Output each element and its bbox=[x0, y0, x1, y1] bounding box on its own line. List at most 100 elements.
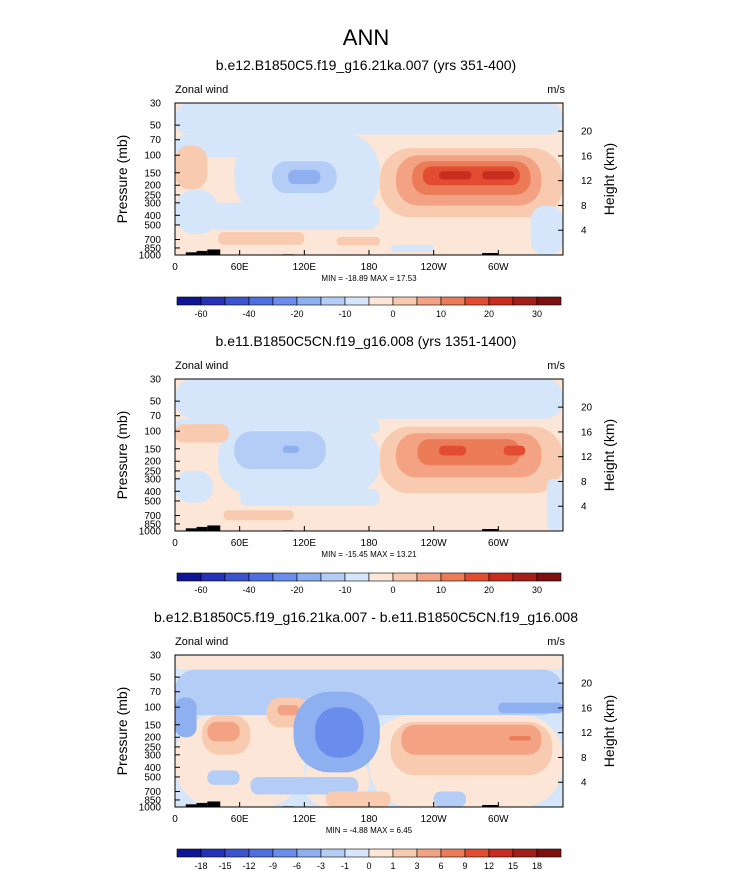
contour-region bbox=[175, 470, 213, 503]
y2-axis-label: Height (km) bbox=[601, 143, 617, 215]
height-tick-label: 4 bbox=[581, 778, 587, 789]
topography bbox=[207, 525, 221, 531]
y-axis-label: Pressure (mb) bbox=[114, 687, 130, 776]
pressure-tick-label: 100 bbox=[144, 427, 161, 438]
colorbar-box bbox=[176, 848, 202, 858]
topography bbox=[196, 802, 208, 807]
colorbar-label: 0 bbox=[390, 309, 395, 319]
pressure-tick-label: 850 bbox=[144, 243, 161, 254]
topography bbox=[185, 804, 197, 807]
colorbar-box bbox=[392, 296, 418, 306]
contour-region bbox=[422, 166, 520, 186]
pressure-tick-label: 250 bbox=[144, 742, 161, 753]
colorbar-box bbox=[488, 572, 514, 582]
colorbar-box bbox=[416, 848, 442, 858]
pressure-tick-label: 400 bbox=[144, 487, 161, 498]
colorbar-box bbox=[368, 296, 394, 306]
colorbar-label: 30 bbox=[532, 585, 542, 595]
colorbar-box bbox=[248, 848, 274, 858]
colorbar-1: -60 -40 -20 -10 0 10 20 30 bbox=[176, 296, 562, 319]
contour-field bbox=[175, 655, 563, 807]
colorbar-box bbox=[536, 848, 562, 858]
height-tick-label: 8 bbox=[581, 201, 587, 212]
lon-tick-label: 60W bbox=[488, 814, 509, 825]
colorbar-label: -40 bbox=[242, 585, 255, 595]
lon-tick-label: 0 bbox=[172, 814, 178, 825]
colorbar-label: -20 bbox=[290, 585, 303, 595]
contour-region bbox=[325, 791, 391, 807]
colorbar-box bbox=[248, 572, 274, 582]
contour-region bbox=[175, 189, 219, 235]
colorbar-box bbox=[224, 572, 250, 582]
panel-2: b.e11.B1850C5CN.f19_g16.008 (yrs 1351-14… bbox=[114, 333, 617, 559]
colorbar-box bbox=[512, 572, 538, 582]
pressure-tick-label: 500 bbox=[144, 220, 161, 231]
colorbar-box bbox=[344, 572, 370, 582]
pressure-tick-label: 70 bbox=[150, 411, 162, 422]
pressure-tick-label: 50 bbox=[150, 397, 162, 408]
colorbar-box bbox=[416, 296, 442, 306]
topography bbox=[482, 253, 499, 255]
colorbar-box bbox=[488, 296, 514, 306]
panel-3: b.e12.B1850C5.f19_g16.21ka.007 - b.e11.B… bbox=[114, 609, 617, 835]
pressure-tick-label: 50 bbox=[150, 121, 162, 132]
pressure-tick-label: 150 bbox=[144, 720, 161, 731]
colorbar-box bbox=[320, 296, 346, 306]
colorbar-label: 18 bbox=[532, 861, 542, 871]
contour-region bbox=[315, 707, 364, 758]
colorbar-label: -1 bbox=[341, 861, 349, 871]
colorbar-box bbox=[200, 296, 226, 306]
lon-tick-label: 60W bbox=[488, 538, 509, 549]
contour-region bbox=[498, 702, 563, 714]
contour-region bbox=[439, 171, 472, 180]
min-max-stats: MIN = -15.45 MAX = 13.21 bbox=[321, 550, 417, 559]
colorbar-box bbox=[392, 572, 418, 582]
pressure-tick-label: 250 bbox=[144, 466, 161, 477]
contour-field bbox=[175, 379, 563, 531]
contour-region bbox=[175, 424, 229, 443]
height-tick-label: 20 bbox=[581, 127, 593, 138]
pressure-tick-label: 300 bbox=[144, 750, 161, 761]
pressure-tick-label: 250 bbox=[144, 190, 161, 201]
y-axis-label: Pressure (mb) bbox=[114, 135, 130, 224]
colorbar-label: -12 bbox=[242, 861, 255, 871]
pressure-tick-label: 30 bbox=[150, 375, 162, 386]
topography bbox=[207, 801, 221, 807]
contour-region bbox=[401, 724, 542, 755]
colorbar-box bbox=[176, 572, 202, 582]
height-tick-label: 16 bbox=[581, 427, 593, 438]
pressure-tick-label: 200 bbox=[144, 457, 161, 468]
colorbar-box bbox=[320, 572, 346, 582]
contour-region bbox=[530, 205, 563, 255]
figure-title: ANN bbox=[343, 25, 389, 50]
pressure-tick-label: 1000 bbox=[139, 251, 162, 262]
y2-axis-label: Height (km) bbox=[601, 695, 617, 767]
contour-region bbox=[175, 655, 563, 670]
contour-region bbox=[250, 776, 359, 795]
panel-title: b.e12.B1850C5.f19_g16.21ka.007 - b.e11.B… bbox=[154, 609, 578, 625]
contour-region bbox=[282, 445, 299, 453]
colorbar-box bbox=[272, 572, 298, 582]
colorbar-box bbox=[272, 296, 298, 306]
pressure-tick-label: 50 bbox=[150, 673, 162, 684]
min-max-stats: MIN = -18.89 MAX = 17.53 bbox=[321, 274, 417, 283]
contour-region bbox=[417, 439, 520, 466]
contour-field bbox=[175, 103, 563, 255]
colorbar-label: 10 bbox=[436, 309, 446, 319]
colorbar-box bbox=[344, 848, 370, 858]
colorbar-label: -9 bbox=[269, 861, 277, 871]
lon-tick-label: 120E bbox=[293, 538, 317, 549]
colorbar-box bbox=[248, 296, 274, 306]
colorbar-2: -60 -40 -20 -10 0 10 20 30 bbox=[176, 572, 562, 595]
colorbar-box bbox=[224, 848, 250, 858]
lon-tick-label: 60E bbox=[231, 814, 249, 825]
pressure-tick-label: 850 bbox=[144, 795, 161, 806]
colorbar-label: -10 bbox=[338, 309, 351, 319]
pressure-tick-label: 70 bbox=[150, 135, 162, 146]
lon-tick-label: 120W bbox=[421, 262, 448, 273]
height-tick-label: 20 bbox=[581, 679, 593, 690]
colorbar-label: 6 bbox=[438, 861, 443, 871]
topography bbox=[185, 528, 197, 531]
height-tick-label: 20 bbox=[581, 403, 593, 414]
contour-region bbox=[175, 379, 563, 419]
